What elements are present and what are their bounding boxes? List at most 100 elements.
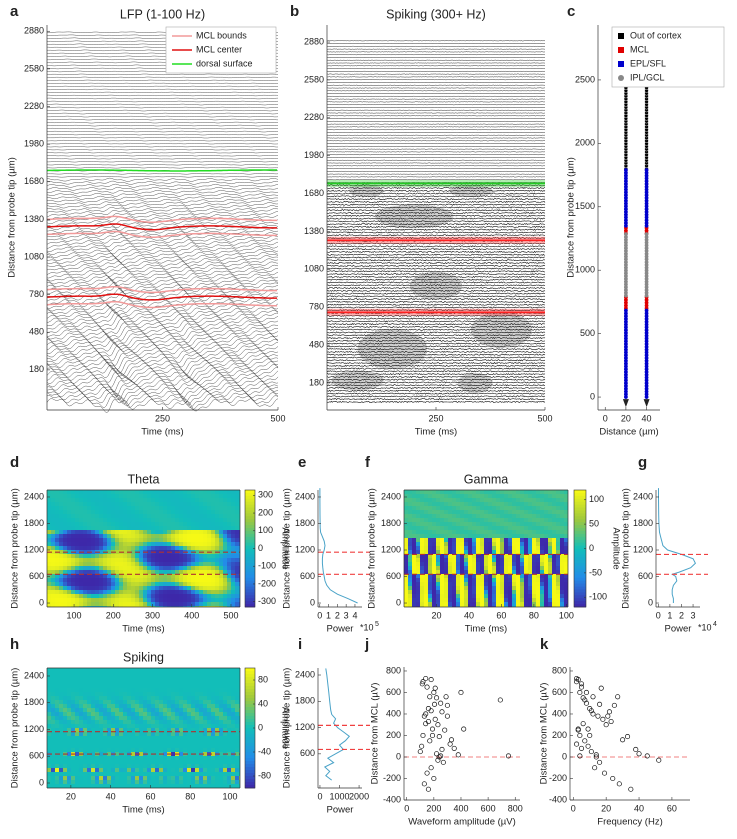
heatmap-cell: [223, 716, 227, 720]
heatmap-cell: [211, 530, 215, 534]
heatmap-cell: [59, 716, 63, 720]
heatmap-cell: [59, 764, 63, 768]
heatmap-cell: [492, 502, 496, 506]
heatmap-cell: [476, 490, 480, 494]
heatmap-cell: [135, 680, 139, 684]
heatmap-cell: [452, 566, 456, 570]
heatmap-cell: [147, 696, 151, 700]
heatmap-cell: [67, 756, 71, 760]
heatmap-cell: [207, 590, 211, 594]
colorbar-label: 100: [589, 494, 604, 504]
heatmap-cell: [75, 676, 79, 680]
heatmap-cell: [227, 720, 231, 724]
heatmap-cell: [183, 696, 187, 700]
heatmap-cell: [119, 502, 123, 506]
heatmap-cell: [235, 668, 239, 672]
heatmap-cell: [207, 582, 211, 586]
heatmap-cell: [163, 720, 167, 724]
heatmap-cell: [191, 700, 195, 704]
heatmap-cell: [123, 586, 127, 590]
heatmap-cell: [115, 676, 119, 680]
heatmap-cell: [223, 780, 227, 784]
heatmap-cell: [67, 598, 71, 602]
heatmap-cell: [191, 582, 195, 586]
heatmap-cell: [131, 590, 135, 594]
heatmap-cell: [99, 554, 103, 558]
heatmap-cell: [151, 720, 155, 724]
heatmap-cell: [131, 562, 135, 566]
heatmap-cell: [139, 720, 143, 724]
heatmap-cell: [55, 586, 59, 590]
heatmap-cell: [67, 490, 71, 494]
heatmap-cell: [420, 558, 424, 562]
heatmap-cell: [55, 534, 59, 538]
heatmap-cell: [115, 530, 119, 534]
heatmap-cell: [564, 498, 568, 502]
heatmap-cell: [484, 582, 488, 586]
heatmap-cell: [155, 772, 159, 776]
heatmap-cell: [516, 542, 520, 546]
heatmap-cell: [83, 708, 87, 712]
heatmap-cell: [115, 744, 119, 748]
heatmap-cell: [404, 490, 408, 494]
heatmap-cell: [215, 688, 219, 692]
heatmap-cell: [75, 772, 79, 776]
heatmap-cell: [171, 780, 175, 784]
heatmap-cell: [107, 740, 111, 744]
heatmap-cell: [75, 780, 79, 784]
heatmap-cell: [87, 724, 91, 728]
heatmap-cell: [436, 598, 440, 602]
heatmap-cell: [203, 498, 207, 502]
heatmap-cell: [79, 582, 83, 586]
heatmap-cell: [452, 498, 456, 502]
heatmap-cell: [512, 546, 516, 550]
heatmap-cell: [444, 602, 448, 606]
heatmap-cell: [215, 712, 219, 716]
heatmap-cell: [191, 684, 195, 688]
heatmap-cell: [223, 732, 227, 736]
heatmap-cell: [404, 598, 408, 602]
heatmap-cell: [207, 546, 211, 550]
heatmap-cell: [211, 534, 215, 538]
heatmap-cell: [59, 598, 63, 602]
heatmap-cell: [444, 582, 448, 586]
heatmap-cell: [131, 598, 135, 602]
heatmap-cell: [195, 760, 199, 764]
heatmap-cell: [456, 550, 460, 554]
heatmap-cell: [143, 546, 147, 550]
heatmap-cell: [71, 566, 75, 570]
heatmap-cell: [51, 518, 55, 522]
heatmap-cell: [195, 676, 199, 680]
heatmap-cell: [524, 586, 528, 590]
heatmap-cell: [119, 780, 123, 784]
heatmap-cell: [143, 586, 147, 590]
heatmap-cell: [75, 708, 79, 712]
heatmap-cell: [75, 696, 79, 700]
heatmap-cell: [492, 566, 496, 570]
heatmap-cell: [175, 672, 179, 676]
heatmap-cell: [67, 578, 71, 582]
heatmap-cell: [167, 518, 171, 522]
heatmap-cell: [67, 708, 71, 712]
heatmap-cell: [83, 538, 87, 542]
heatmap-cell: [167, 700, 171, 704]
heatmap-cell: [51, 542, 55, 546]
heatmap-cell: [75, 506, 79, 510]
heatmap-cell: [484, 502, 488, 506]
heatmap-cell: [171, 744, 175, 748]
heatmap-cell: [79, 562, 83, 566]
heatmap-cell: [207, 598, 211, 602]
heatmap-cell: [500, 538, 504, 542]
heatmap-cell: [448, 522, 452, 526]
trace: [47, 210, 278, 214]
heatmap-cell: [436, 526, 440, 530]
heatmap-cell: [183, 716, 187, 720]
heatmap-cell: [452, 502, 456, 506]
heatmap-cell: [219, 598, 223, 602]
heatmap-cell: [516, 510, 520, 514]
y-tick-label: 1500: [575, 201, 595, 211]
heatmap-cell: [440, 582, 444, 586]
trace: [327, 396, 545, 397]
probe-site: [645, 309, 649, 313]
heatmap-cell: [179, 756, 183, 760]
